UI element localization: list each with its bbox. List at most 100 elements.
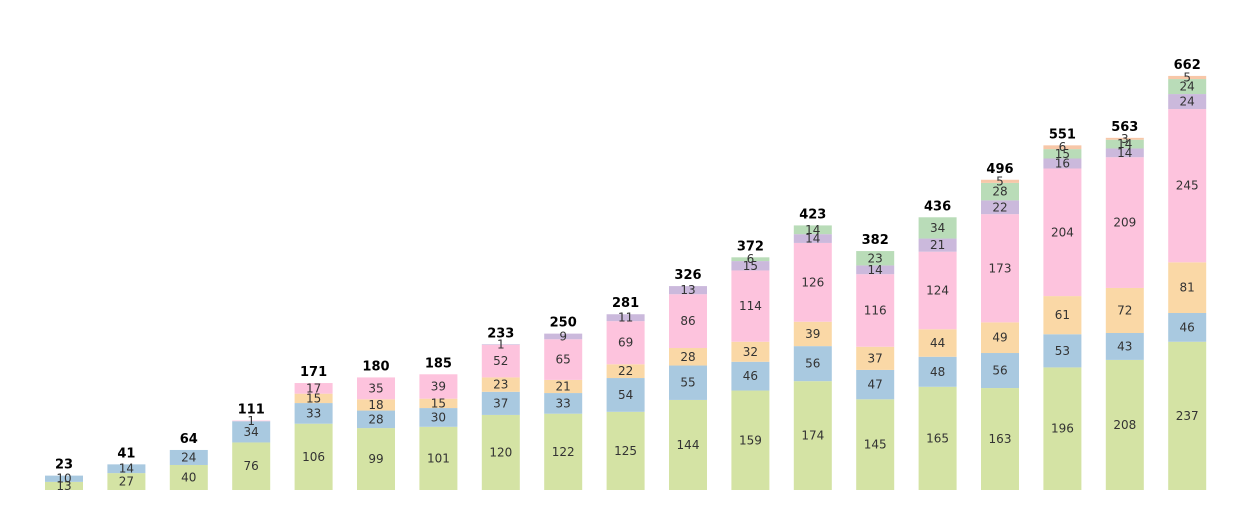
segment-value-label: 33 <box>556 396 571 410</box>
bar-segment <box>606 321 645 365</box>
bar-segment <box>606 364 645 379</box>
segment-value-label: 14 <box>119 462 134 476</box>
bar-segment <box>669 286 707 295</box>
bar-total-label: 281 <box>612 296 639 311</box>
bar-segment <box>419 398 458 409</box>
segment-value-label: 126 <box>801 275 824 289</box>
segment-value-label: 61 <box>1055 308 1070 322</box>
bar-segment <box>731 257 770 262</box>
bar-segment <box>481 377 520 392</box>
bar-segment <box>1043 158 1082 169</box>
bar-segment <box>1168 341 1207 490</box>
bar-segment <box>856 274 895 347</box>
bar-segment <box>1043 145 1082 150</box>
bar-segment <box>544 333 583 340</box>
segment-value-label: 122 <box>552 445 575 459</box>
segment-value-label: 208 <box>1113 418 1136 432</box>
segment-value-label: 10 <box>56 472 71 486</box>
bar-total-label: 496 <box>986 162 1013 177</box>
segment-value-label: 125 <box>614 444 637 458</box>
bar-segment <box>481 414 520 490</box>
segment-value-label: 5 <box>1183 70 1191 84</box>
bar-segment <box>544 393 583 414</box>
bar-segment <box>856 346 895 370</box>
bar-segment <box>294 403 333 424</box>
bar-segment <box>606 411 645 490</box>
bar-segment <box>606 314 645 322</box>
bar-total-label: 64 <box>180 432 198 447</box>
bars-group <box>45 75 1207 490</box>
segment-value-label: 120 <box>489 445 512 459</box>
segment-value-label: 1 <box>247 414 255 428</box>
segment-value-label: 245 <box>1176 179 1199 193</box>
bar-segment <box>169 449 208 465</box>
segment-value-label: 5 <box>996 174 1004 188</box>
segment-value-label: 22 <box>992 200 1007 214</box>
bar-segment <box>1043 149 1082 159</box>
bar-total-label: 111 <box>238 403 265 418</box>
segment-value-label: 30 <box>431 410 446 424</box>
segment-value-label: 39 <box>431 379 446 393</box>
segment-value-label: 21 <box>556 379 571 393</box>
segment-value-label: 159 <box>739 433 762 447</box>
segment-value-label: 3 <box>1121 132 1129 146</box>
bar-total-label: 326 <box>674 268 701 283</box>
bar-segment <box>918 251 957 330</box>
segment-value-label: 237 <box>1176 409 1199 423</box>
segment-value-label: 21 <box>930 238 945 252</box>
bar-segment <box>1105 148 1144 158</box>
segment-value-label: 27 <box>119 475 134 489</box>
bar-segment <box>981 179 1019 183</box>
segment-value-label: 28 <box>368 412 383 426</box>
bar-segment <box>856 369 895 400</box>
segment-value-label: 114 <box>739 299 762 313</box>
bar-segment <box>918 217 957 239</box>
bar-segment <box>294 383 333 394</box>
segment-value-label: 24 <box>181 450 196 464</box>
bar-segment <box>294 423 333 490</box>
segment-value-label: 65 <box>556 353 571 367</box>
bar-segment <box>669 294 707 349</box>
segment-value-label: 209 <box>1113 216 1136 230</box>
bar-segment <box>1043 367 1082 490</box>
bar-segment <box>981 214 1019 323</box>
bar-segment <box>357 410 395 429</box>
segment-value-label: 15 <box>431 396 446 410</box>
bar-segment <box>1168 109 1207 263</box>
bar-segment <box>232 420 271 422</box>
segment-value-label: 196 <box>1051 422 1074 436</box>
segment-value-label: 55 <box>680 376 695 390</box>
segment-value-label: 14 <box>805 223 820 237</box>
bar-segment <box>1105 139 1144 149</box>
bar-segment <box>793 321 832 347</box>
bar-total-label: 382 <box>862 233 889 248</box>
segment-value-label: 34 <box>930 221 945 235</box>
bar-segment <box>1105 359 1144 490</box>
bar-segment <box>419 374 458 399</box>
bar-segment <box>793 234 832 243</box>
bar-segment <box>793 242 832 322</box>
segment-value-label: 14 <box>868 263 883 277</box>
segment-value-label: 15 <box>743 259 758 273</box>
bar-segment <box>918 356 957 387</box>
bar-total-label: 563 <box>1111 120 1138 135</box>
bar-segment <box>1168 75 1207 80</box>
segment-value-label: 14 <box>805 232 820 246</box>
segment-value-label: 56 <box>805 357 820 371</box>
segment-value-label: 54 <box>618 388 633 402</box>
bar-segment <box>918 238 957 252</box>
segment-value-label: 22 <box>618 364 633 378</box>
bar-segment <box>45 475 83 482</box>
segment-value-label: 28 <box>680 350 695 364</box>
bar-segment <box>45 481 83 490</box>
bar-segment <box>1168 79 1207 95</box>
segment-value-label: 14 <box>1117 137 1132 151</box>
bar-segment <box>1168 312 1207 342</box>
bar-segment <box>419 408 458 427</box>
segment-value-label: 37 <box>493 396 508 410</box>
segment-value-label: 48 <box>930 365 945 379</box>
bar-segment <box>544 413 583 490</box>
bar-total-label: 372 <box>737 239 764 254</box>
segment-value-label: 14 <box>1117 146 1132 160</box>
segment-value-label: 16 <box>1055 156 1070 170</box>
